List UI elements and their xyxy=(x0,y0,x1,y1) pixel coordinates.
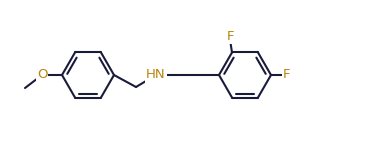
Text: F: F xyxy=(283,69,291,81)
Text: HN: HN xyxy=(146,69,166,81)
Text: O: O xyxy=(37,69,47,81)
Text: F: F xyxy=(226,30,234,43)
